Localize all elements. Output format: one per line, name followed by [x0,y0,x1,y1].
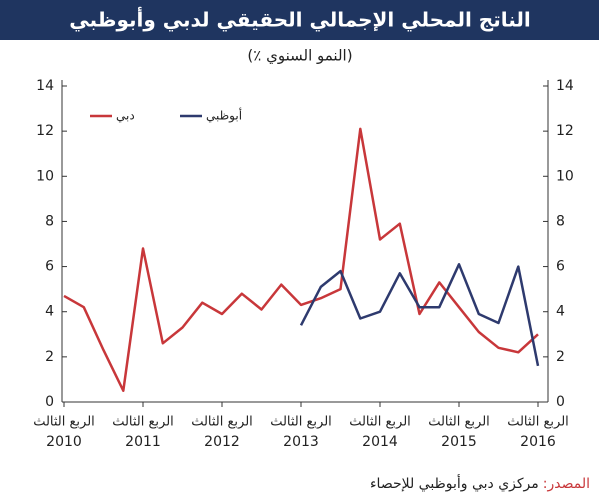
series-line [63,127,539,392]
x-tick-label: 2015 [441,434,477,450]
chart-subtitle: (٪ النمو السنوي) [247,47,352,66]
x-tick-label: 2010 [46,434,82,450]
y-tick-label: 0 [45,394,54,410]
legend-label: دبي [116,109,135,123]
x-tick-label: 2014 [362,434,398,450]
y2-tick-label: 12 [556,123,574,139]
x-tick-prefix: الربع الثالث [112,415,174,430]
y2-tick-label: 6 [556,259,565,275]
y-tick-label: 4 [45,304,54,320]
y2-tick-label: 4 [556,304,565,320]
source-text: مركزي دبي وأبوظبي للإحصاء [370,474,539,492]
x-tick-prefix: الربع الثالث [33,415,95,430]
chart-title: الناتج المحلي الإجمالي الحقيقي لدبي وأبو… [69,6,531,33]
x-tick-prefix: الربع الثالث [349,415,411,430]
y2-tick-label: 0 [556,394,565,410]
x-tick-prefix: الربع الثالث [428,415,490,430]
x-tick-prefix: الربع الثالث [191,415,253,430]
y-tick-label: 12 [36,123,54,139]
y2-tick-label: 10 [556,168,574,184]
legend-label: أبوظبي [206,108,242,124]
y-tick-label: 6 [45,259,54,275]
y-tick-label: 2 [45,349,54,365]
y-tick-label: 8 [45,213,54,229]
x-tick-label: 2013 [283,434,319,450]
x-tick-label: 2012 [204,434,240,450]
x-tick-label: 2011 [125,434,161,450]
y2-tick-label: 8 [556,213,565,229]
series-line [299,263,540,367]
title-bar [0,0,599,40]
x-tick-label: 2016 [520,434,556,450]
source: المصدر:مركزي دبي وأبوظبي للإحصاء [370,474,590,492]
y2-tick-label: 2 [556,349,565,365]
x-tick-prefix: الربع الثالث [270,415,332,430]
y2-tick-label: 14 [556,78,574,94]
source-label: المصدر: [543,476,590,492]
x-tick-prefix: الربع الثالث [507,415,569,430]
y-tick-label: 14 [36,78,54,94]
y-tick-label: 10 [36,168,54,184]
